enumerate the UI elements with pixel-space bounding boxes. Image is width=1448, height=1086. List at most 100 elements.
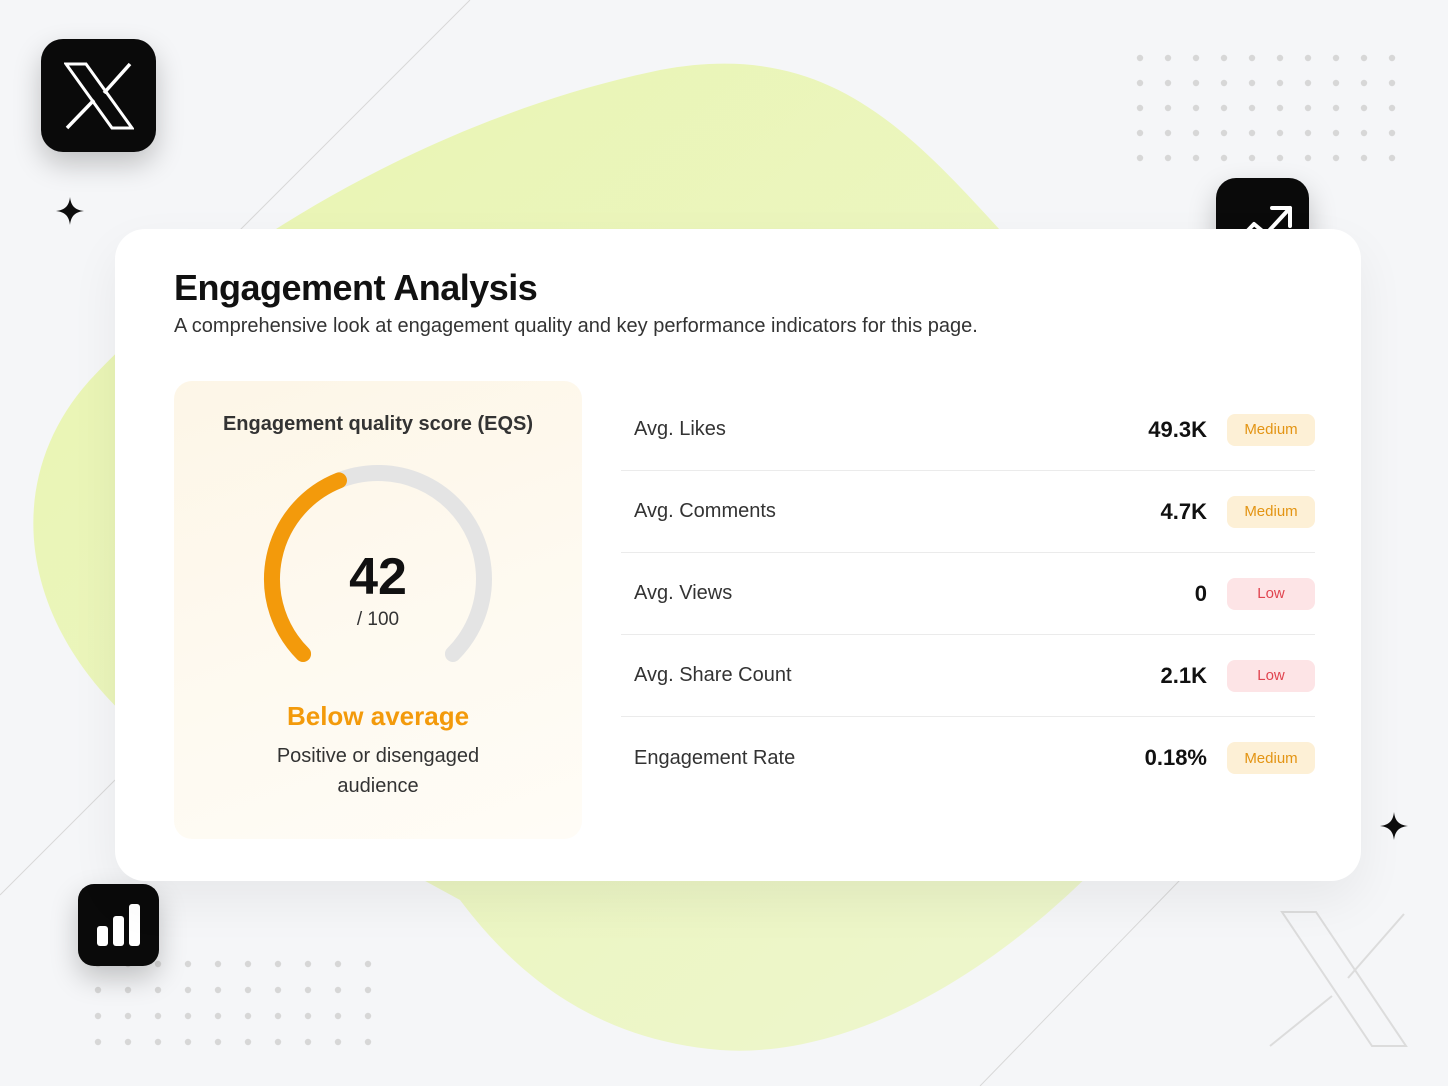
metric-row-avg-likes: Avg. Likes 49.3K Medium (621, 389, 1315, 471)
metric-row-avg-share-count: Avg. Share Count 2.1K Low (621, 635, 1315, 717)
decor-dot (1360, 54, 1368, 62)
decor-dot (1164, 104, 1172, 112)
decor-dot (1136, 104, 1144, 112)
decor-dot (124, 986, 132, 994)
eqs-status: Below average (286, 701, 470, 731)
decor-dot (1248, 154, 1256, 162)
decor-dot (244, 1012, 252, 1020)
metrics-list: Avg. Likes 49.3K Medium Avg. Comments 4.… (621, 389, 1315, 799)
level-badge: Low (1227, 577, 1315, 610)
eqs-description: Positive or disengaged audience (276, 745, 480, 797)
decor-dot (1304, 54, 1312, 62)
level-badge: Medium (1227, 742, 1315, 774)
decor-dot (1360, 104, 1368, 112)
decor-dot (274, 960, 282, 968)
decor-dot (244, 1038, 252, 1046)
metric-row-engagement-rate: Engagement Rate 0.18% Medium (621, 717, 1315, 799)
metric-label: Avg. Comments (634, 500, 776, 522)
decor-dot (1388, 129, 1396, 137)
metric-value: 49.3K (1148, 416, 1207, 442)
decor-dot (1276, 104, 1284, 112)
metric-value: 4.7K (1160, 498, 1207, 524)
metric-value: 2.1K (1160, 662, 1207, 688)
decor-dot (214, 1038, 222, 1046)
eqs-max: / 100 (356, 609, 400, 630)
metric-label: Engagement Rate (634, 746, 796, 769)
decor-dot (304, 1012, 312, 1020)
decor-dot (124, 1012, 132, 1020)
decor-dot (1332, 154, 1340, 162)
decor-dot (214, 1012, 222, 1020)
decor-dot (124, 1038, 132, 1046)
decor-dot (364, 1038, 372, 1046)
decor-dot (154, 986, 162, 994)
decor-dot (1360, 154, 1368, 162)
decor-dot (334, 986, 342, 994)
decor-dot (334, 1038, 342, 1046)
metric-row-avg-comments: Avg. Comments 4.7K Medium (621, 471, 1315, 553)
decor-dot (1220, 54, 1228, 62)
decor-dot (1248, 54, 1256, 62)
eqs-gauge (264, 465, 492, 662)
decor-dot (334, 1012, 342, 1020)
decor-dot (1276, 129, 1284, 137)
metric-label: Avg. Share Count (634, 664, 792, 686)
decor-dot (154, 1038, 162, 1046)
metric-value: 0.18% (1144, 745, 1207, 770)
decor-dot (334, 960, 342, 968)
decor-dot (1248, 79, 1256, 87)
decor-dot (154, 960, 162, 968)
level-badge: Medium (1227, 495, 1315, 528)
card-title: Engagement Analysis (174, 267, 538, 308)
decor-dot (1136, 54, 1144, 62)
decor-dot (1332, 104, 1340, 112)
decor-dot (1360, 79, 1368, 87)
metric-label: Avg. Likes (634, 418, 726, 440)
metric-value: 0 (1194, 580, 1207, 606)
decor-dot (184, 986, 192, 994)
decor-dot (1332, 79, 1340, 87)
decor-dot (1276, 79, 1284, 87)
decor-dot (94, 986, 102, 994)
decor-dot (1276, 54, 1284, 62)
decor-dot (214, 960, 222, 968)
level-badge: Low (1227, 659, 1315, 692)
decor-dot (274, 1038, 282, 1046)
decor-dot (184, 960, 192, 968)
decor-dot (1388, 54, 1396, 62)
x-logo-icon (41, 39, 156, 152)
decor-dot (1192, 154, 1200, 162)
decor-dot (1388, 79, 1396, 87)
sparkle-icon (56, 197, 84, 225)
decor-dot (94, 1038, 102, 1046)
decor-dot (304, 960, 312, 968)
decor-dot (274, 1012, 282, 1020)
metric-label: Avg. Views (634, 582, 733, 604)
decor-dot (1304, 129, 1312, 137)
decor-dot (1164, 154, 1172, 162)
decor-dot (1220, 104, 1228, 112)
eqs-label: Engagement quality score (EQS) (222, 413, 534, 435)
decor-dot (1220, 79, 1228, 87)
decor-dot (1136, 129, 1144, 137)
decor-dot (214, 986, 222, 994)
decor-dot (154, 1012, 162, 1020)
decor-dot (1360, 129, 1368, 137)
metric-row-avg-views: Avg. Views 0 Low (621, 553, 1315, 635)
sparkle-icon (1380, 812, 1408, 840)
decor-dot (1220, 129, 1228, 137)
decor-dot (364, 960, 372, 968)
gauge-fill (264, 472, 347, 662)
decor-dot (1192, 129, 1200, 137)
decor-dot (1164, 54, 1172, 62)
decor-dot (1136, 154, 1144, 162)
eqs-value: 42 (349, 548, 407, 606)
decor-dot (94, 1012, 102, 1020)
decor-dot (1192, 79, 1200, 87)
decor-dot (1192, 104, 1200, 112)
decor-dot (1276, 154, 1284, 162)
level-badge: Medium (1227, 413, 1315, 446)
card-subtitle: A comprehensive look at engagement quali… (174, 315, 978, 337)
decor-dot (304, 1038, 312, 1046)
decor-dot (1304, 79, 1312, 87)
